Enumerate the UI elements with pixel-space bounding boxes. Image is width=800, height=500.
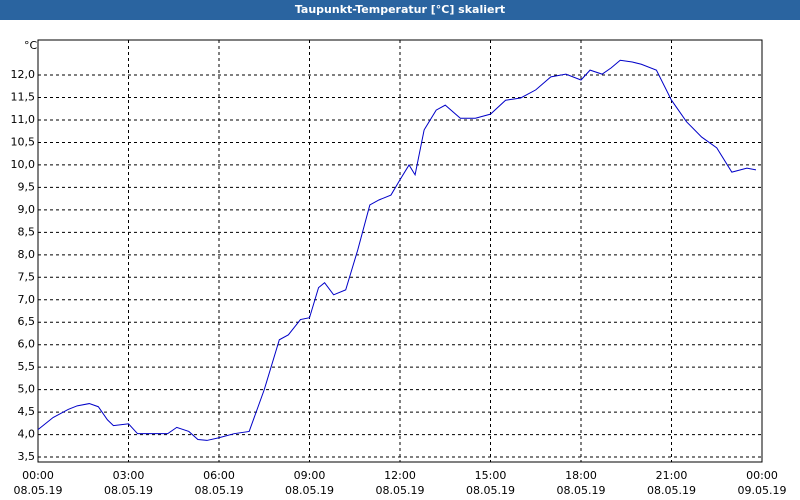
x-tick-label: 06:00: [203, 469, 235, 482]
y-tick-label: 9,5: [18, 180, 36, 193]
y-tick-label: 7,0: [18, 293, 36, 306]
y-tick-label: 10,5: [11, 135, 36, 148]
x-tick-date: 08.05.19: [285, 484, 334, 497]
y-tick-label: 5,0: [18, 383, 36, 396]
y-tick-label: 10,0: [11, 158, 36, 171]
y-tick-label: 11,0: [11, 113, 36, 126]
x-tick-label: 00:00: [746, 469, 778, 482]
y-tick-label: 6,0: [18, 338, 36, 351]
y-tick-label: 7,5: [18, 270, 36, 283]
x-tick-label: 09:00: [294, 469, 326, 482]
title-bar: [0, 0, 800, 20]
y-tick-label: 4,5: [18, 405, 36, 418]
x-tick-label: 00:00: [22, 469, 54, 482]
y-tick-label: 9,0: [18, 203, 36, 216]
x-tick-label: 15:00: [475, 469, 507, 482]
x-tick-date: 08.05.19: [376, 484, 425, 497]
x-tick-label: 21:00: [656, 469, 688, 482]
x-tick-date: 08.05.19: [647, 484, 696, 497]
x-tick-date: 08.05.19: [466, 484, 515, 497]
y-tick-label: 8,5: [18, 225, 36, 238]
y-tick-label: 3,5: [18, 450, 36, 463]
line: [37, 59, 757, 441]
y-tick-label: 12,0: [11, 68, 36, 81]
y-tick-label: 5,5: [18, 360, 36, 373]
x-tick-date: 08.05.19: [557, 484, 606, 497]
x-tick-date: 08.05.19: [104, 484, 153, 497]
y-tick-label: 4,0: [18, 428, 36, 441]
chart-title: Taupunkt-Temperatur [°C] skaliert: [295, 3, 505, 16]
x-tick-date: 09.05.19: [738, 484, 787, 497]
x-tick-date: 08.05.19: [195, 484, 244, 497]
x-tick-label: 18:00: [565, 469, 597, 482]
x-tick-label: 03:00: [113, 469, 145, 482]
y-tick-label: 6,5: [18, 315, 36, 328]
x-tick-date: 08.05.19: [14, 484, 63, 497]
x-tick-label: 12:00: [384, 469, 416, 482]
y-tick-label: 11,5: [11, 91, 36, 104]
y-tick-label: 8,0: [18, 248, 36, 261]
y-unit: °C: [24, 39, 38, 52]
